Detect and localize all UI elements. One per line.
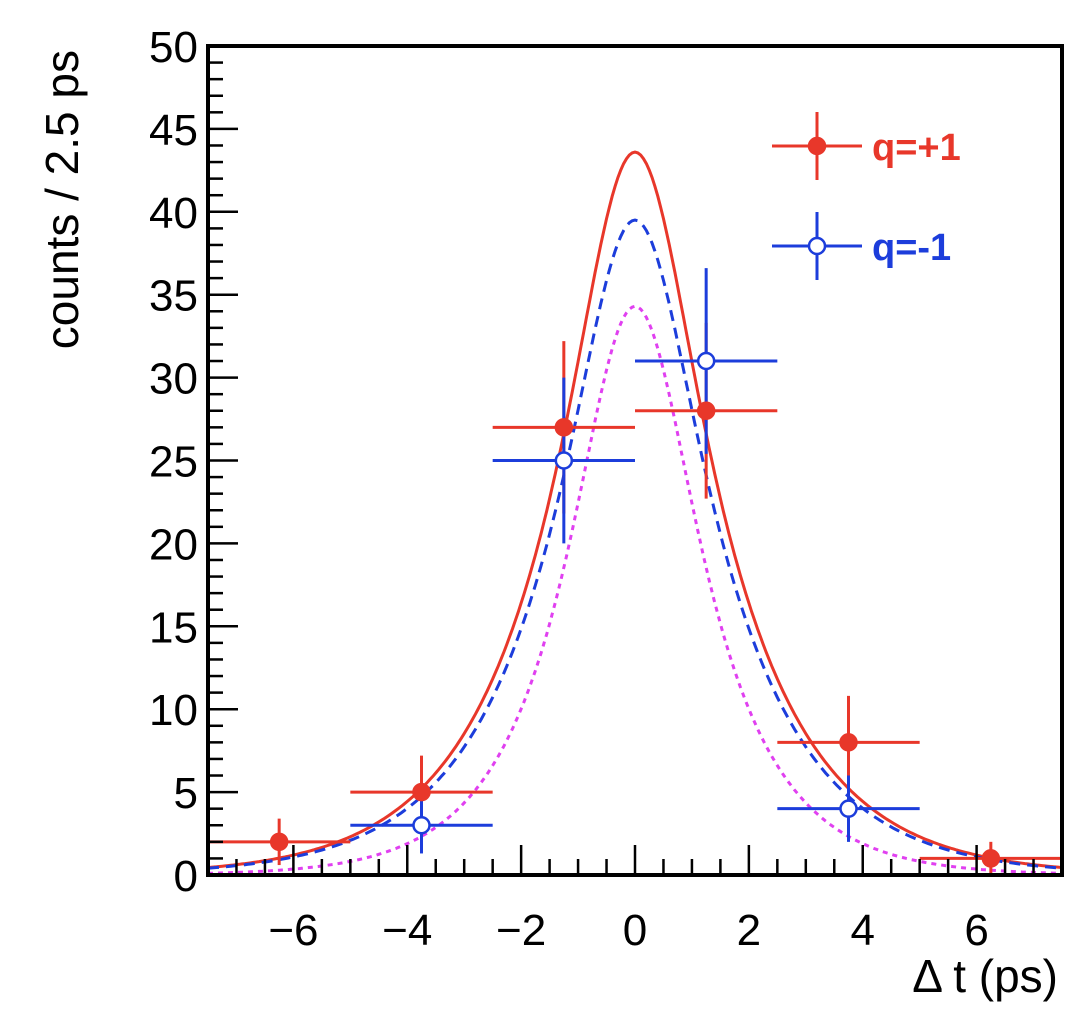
x-tick-label: −6	[268, 906, 318, 955]
y-tick-label: 20	[149, 520, 198, 569]
curve-fit-component	[207, 304, 1063, 875]
y-tick-label: 30	[149, 355, 198, 404]
data-point-0-3	[696, 401, 716, 421]
data-point-0-1	[412, 782, 431, 802]
data-point-1-3	[839, 799, 858, 818]
y-tick-label: 35	[149, 272, 198, 321]
axis-ticks	[208, 44, 1035, 877]
legend-label: q=-1	[872, 227, 951, 269]
y-tick-label: 25	[149, 438, 198, 487]
x-tick-label: −2	[496, 906, 546, 955]
x-tick-label: 2	[737, 906, 761, 955]
x-tick-label: 0	[623, 906, 647, 955]
data-point-0-0	[269, 832, 289, 852]
y-tick-label: 40	[149, 189, 198, 238]
y-tick-label: 15	[149, 603, 198, 652]
x-axis-label: Δ t (ps)	[912, 950, 1058, 1002]
data-point-1-0	[412, 816, 431, 835]
legend-marker	[807, 136, 827, 156]
data-point-0-5	[981, 849, 1001, 868]
curve-fit-q-minus	[207, 218, 1063, 870]
y-axis-label: counts / 2.5 ps	[36, 50, 88, 349]
legend-label: q=+1	[872, 127, 961, 169]
tick-labels: −6 −4 −2 0 2 4 6 0 5 10 15 20 25 30 35 40 45 50	[149, 23, 989, 955]
y-tick-label: 45	[149, 106, 198, 155]
x-tick-label: 4	[850, 906, 874, 955]
error-bars	[208, 268, 1062, 875]
data-point-0-2	[554, 418, 574, 437]
y-tick-label: 0	[174, 852, 198, 901]
data-point-1-1	[554, 451, 574, 470]
curve-fit-q-plus	[207, 150, 1063, 869]
x-tick-label: −4	[382, 906, 432, 955]
data-point-1-2	[696, 351, 716, 371]
x-tick-label: 6	[964, 906, 988, 955]
y-tick-label: 5	[174, 769, 198, 818]
legend: q=+1 q=-1	[772, 112, 961, 280]
data-point-0-4	[839, 733, 858, 752]
y-tick-label: 10	[149, 686, 198, 735]
data-markers	[269, 351, 1001, 868]
legend-marker	[807, 236, 827, 256]
y-tick-label: 50	[149, 23, 198, 72]
